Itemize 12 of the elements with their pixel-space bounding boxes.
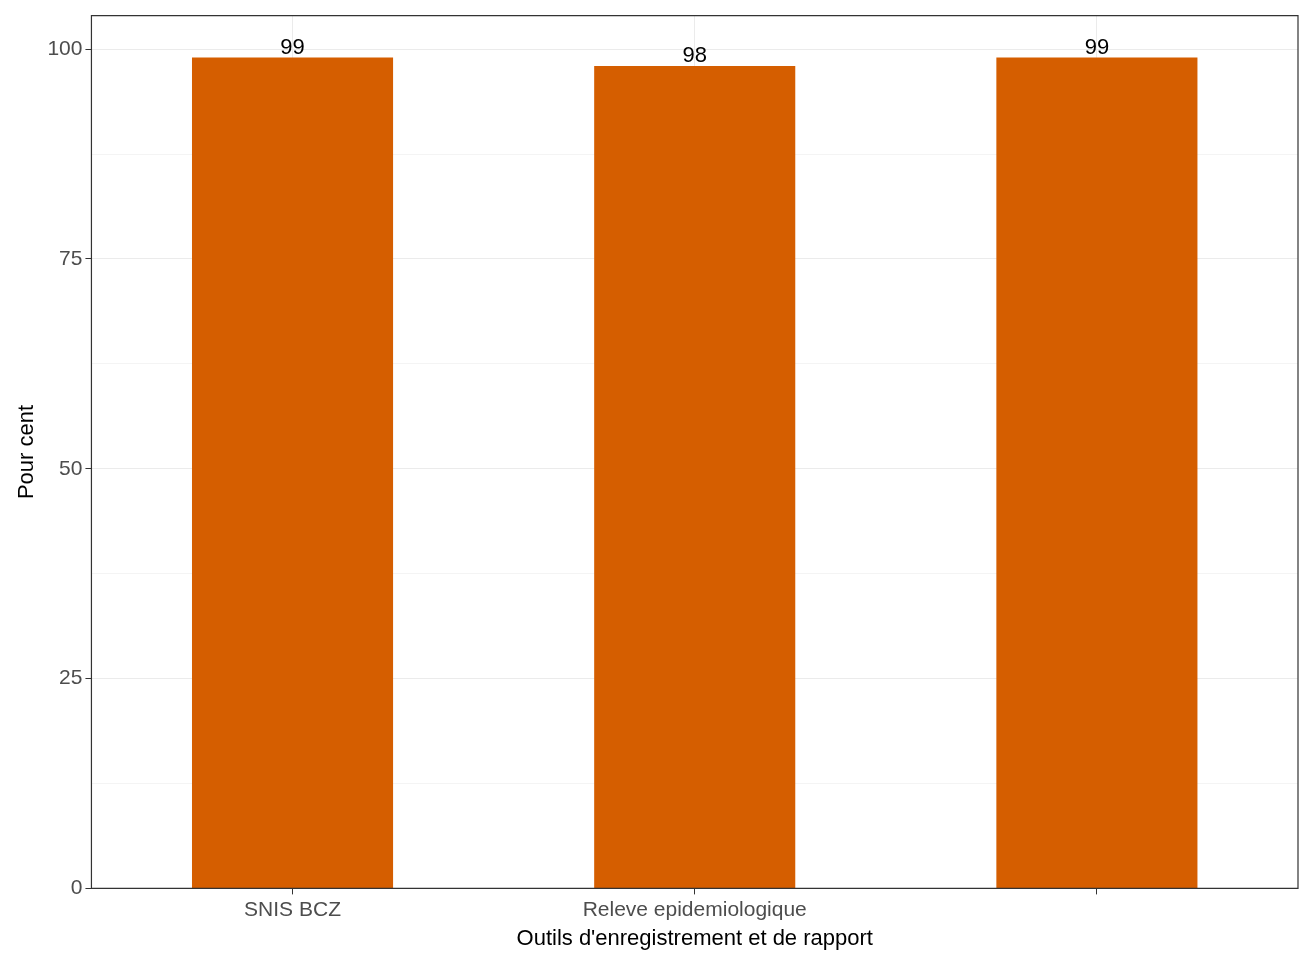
y-tick-label: 25 xyxy=(59,665,83,689)
x-tick-label: SNIS BCZ xyxy=(244,896,342,920)
data-label: 99 xyxy=(1084,33,1110,59)
x-axis-title: Outils d'enregistrement et de rapport xyxy=(516,924,873,950)
data-label: 99 xyxy=(280,33,305,59)
y-axis-title: Pour cent xyxy=(13,404,39,500)
x-tick-label: Releve epidemiologique xyxy=(582,896,807,920)
data-label: 98 xyxy=(682,42,707,68)
y-tick-label: 100 xyxy=(47,35,83,59)
y-tick-label: 0 xyxy=(70,875,83,899)
y-tick-label: 50 xyxy=(59,455,83,479)
y-tick-label: 75 xyxy=(59,245,83,269)
